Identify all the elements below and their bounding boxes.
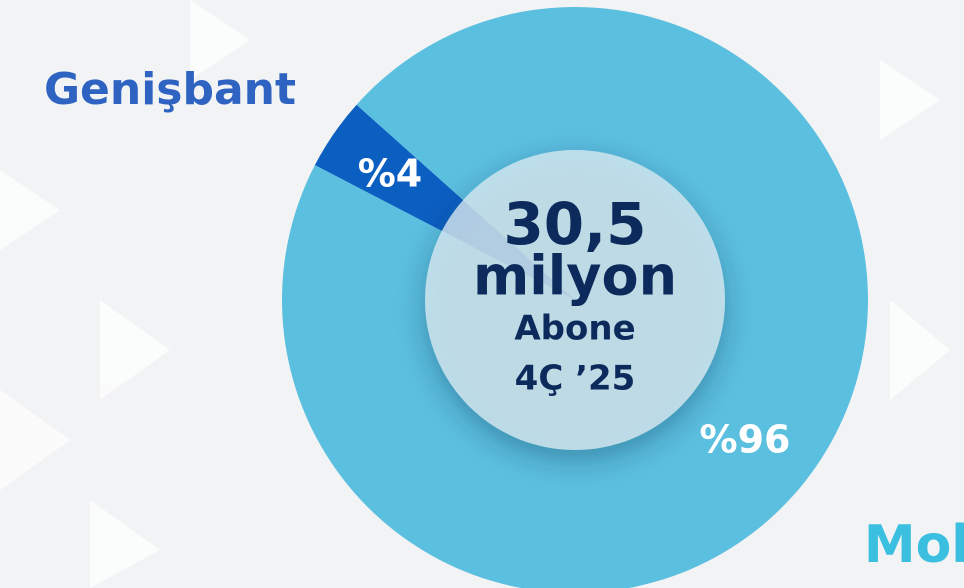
center-period: 4Ç ’25 [515,359,636,399]
center-caption: Abone [514,309,635,349]
center-unit: milyon [473,245,677,308]
value-label: %4 [358,152,423,196]
center-value: 30,5 [503,190,646,258]
category-label: Genişbant [44,64,296,115]
center-circle [425,150,725,450]
category-label: Mobil [864,515,964,575]
value-label: %96 [700,418,791,462]
